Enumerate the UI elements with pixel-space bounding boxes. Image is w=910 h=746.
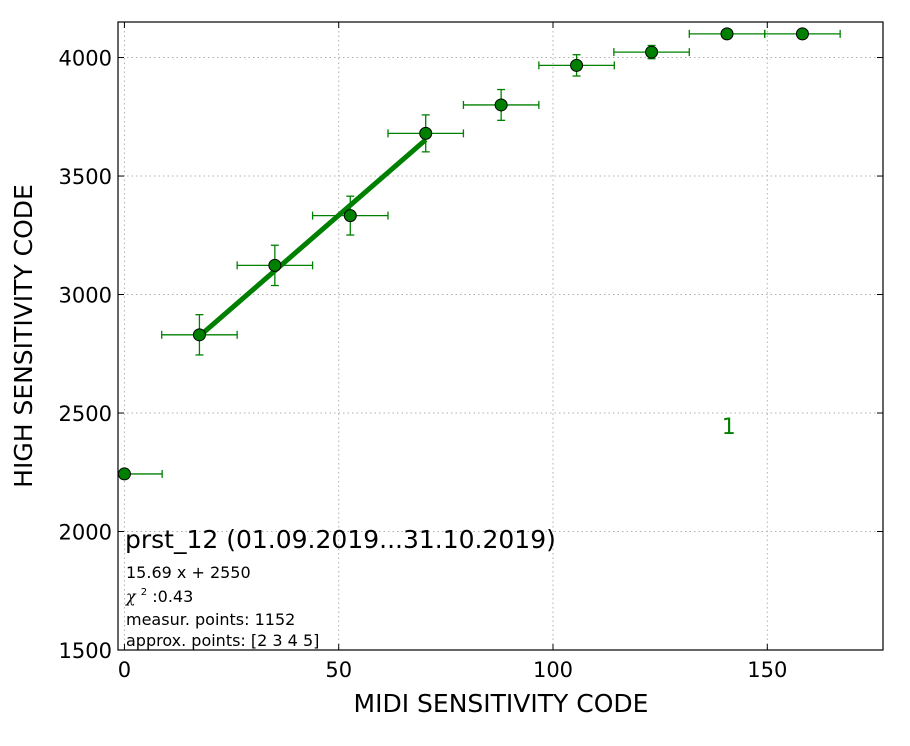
data-point <box>494 98 508 112</box>
axis-ticks <box>118 22 883 651</box>
data-point <box>343 209 357 223</box>
plot-background <box>118 22 883 650</box>
data-point <box>117 467 131 481</box>
annotation-measur-points: measur. points: 1152 <box>126 610 295 629</box>
y-tick-label: 3500 <box>59 165 112 189</box>
plot-frame <box>117 21 884 651</box>
y-tick-label: 4000 <box>59 47 112 71</box>
x-axis-label: MIDI SENSITIVITY CODE <box>354 689 649 718</box>
data-point <box>570 58 584 72</box>
data-point <box>419 126 433 140</box>
x-tick-label: 100 <box>533 658 573 682</box>
chi-exponent: 2 <box>141 587 147 598</box>
fit-line-group <box>197 137 428 338</box>
annotation-approx-points: approx. points: [2 3 4 5] <box>126 631 319 650</box>
y-tick-label: 2500 <box>59 402 112 426</box>
data-point <box>192 328 206 342</box>
data-point <box>720 27 734 41</box>
y-tick-label: 3000 <box>59 284 112 308</box>
x-tick-labels: 0 50 100 150 <box>118 658 788 682</box>
x-tick-label: 0 <box>118 658 131 682</box>
chi-symbol: χ <box>125 587 137 606</box>
annotation-title: prst_12 (01.09.2019...31.10.2019) <box>125 525 556 554</box>
y-axis-label: HIGH SENSITIVITY CODE <box>9 184 38 488</box>
data-point <box>645 45 659 59</box>
annotation-box: prst_12 (01.09.2019...31.10.2019) 15.69 … <box>125 525 556 650</box>
y-tick-label: 2000 <box>59 521 112 545</box>
data-point <box>795 27 809 41</box>
fit-line <box>197 137 428 338</box>
data-points <box>117 27 809 481</box>
data-point <box>268 258 282 272</box>
chi-value: :0.43 <box>152 587 193 606</box>
y-tick-label: 1500 <box>59 639 112 663</box>
series-label: 1 <box>722 415 736 440</box>
annotation-chi: χ 2 :0.43 <box>125 580 193 606</box>
x-tick-label: 150 <box>747 658 787 682</box>
y-tick-labels: 1500 2000 2500 3000 3500 4000 <box>59 47 112 663</box>
x-tick-label: 50 <box>325 658 352 682</box>
annotation-fit-text: 15.69 x + 2550 <box>126 563 251 582</box>
